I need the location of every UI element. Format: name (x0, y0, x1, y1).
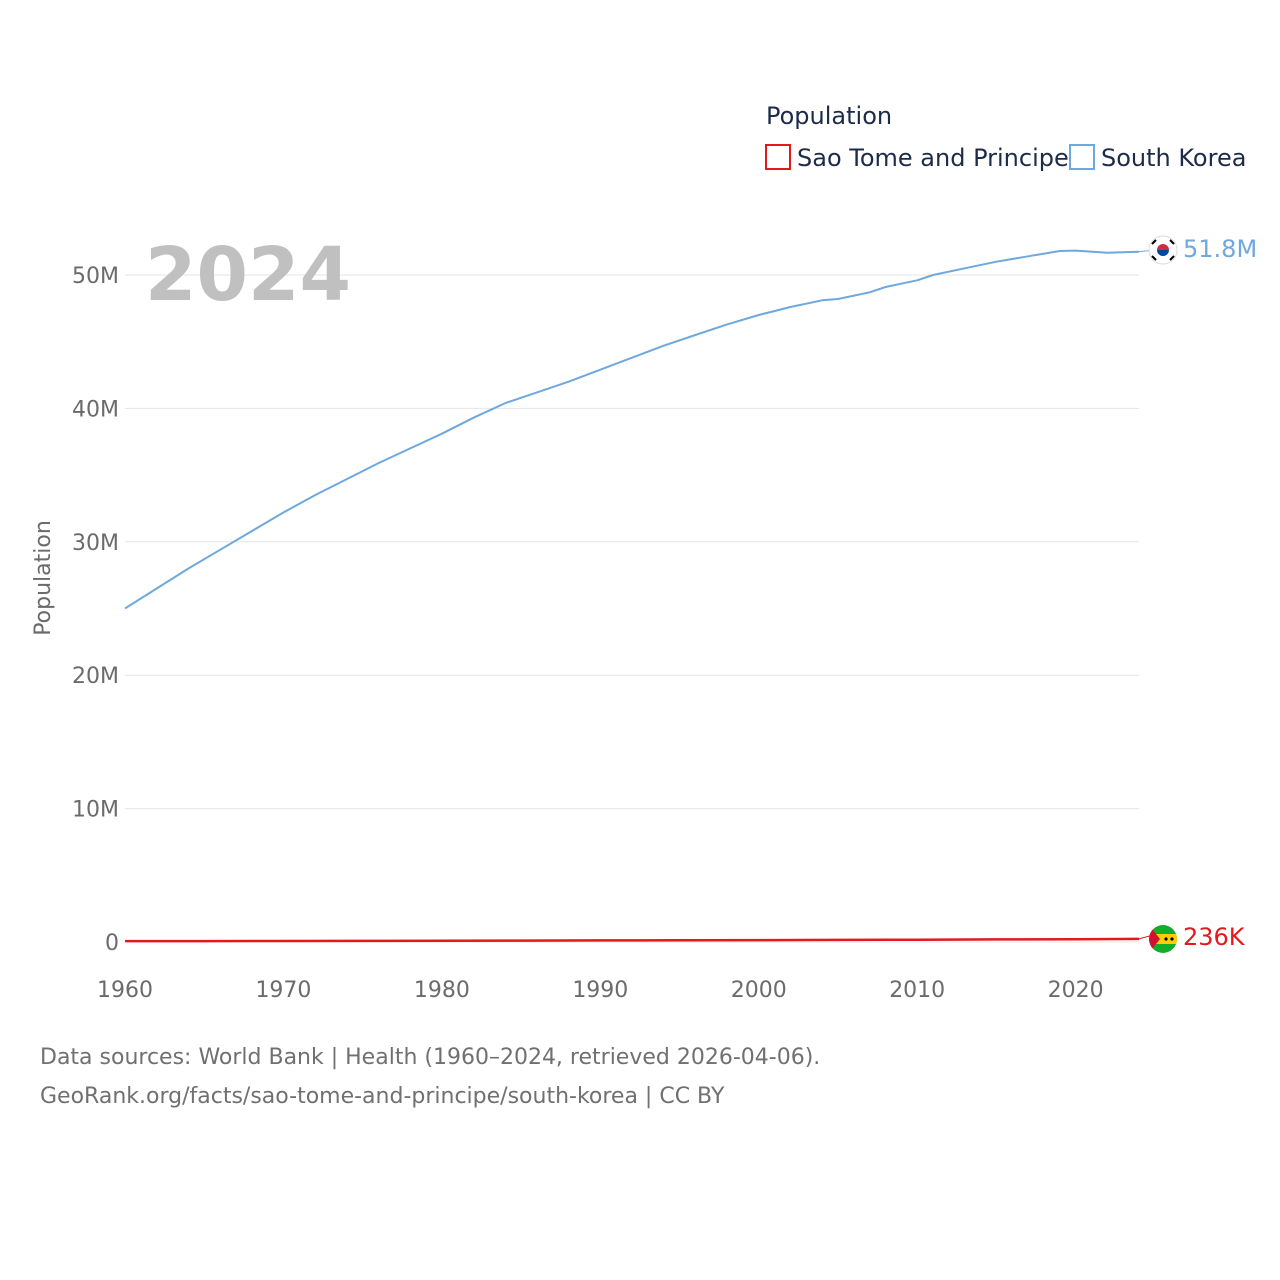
legend-label-sao-tome: Sao Tome and Principe (797, 144, 1069, 172)
legend-item-south-korea[interactable]: South Korea (1069, 144, 1246, 172)
legend-item-sao-tome[interactable]: Sao Tome and Principe (765, 144, 1069, 172)
series-line-south-korea[interactable] (124, 249, 1140, 610)
x-tick-label: 1980 (414, 978, 470, 1003)
y-axis-title: Population (31, 520, 56, 636)
grid (125, 274, 1139, 943)
y-tick-label: 0 (105, 931, 119, 956)
south-korea-flag-icon (1148, 235, 1178, 265)
x-tick-label: 1970 (255, 978, 311, 1003)
sao-tome-flag-icon (1149, 925, 1177, 953)
y-tick-label: 20M (72, 664, 119, 689)
legend[interactable]: Population Sao Tome and Principe South K… (765, 102, 1246, 172)
series-end-connector (1138, 935, 1151, 940)
x-tick-label: 1960 (97, 978, 153, 1003)
legend-swatch-south-korea (1069, 144, 1095, 170)
footer-link[interactable]: GeoRank.org/facts/sao-tome-and-principe/… (40, 1084, 725, 1109)
y-tick-label: 30M (72, 531, 119, 556)
y-tick-label: 50M (72, 264, 119, 289)
footer-source: Data sources: World Bank | Health (1960–… (40, 1045, 821, 1070)
x-axis: 1960 1970 1980 1990 2000 2010 2020 (97, 978, 1104, 1003)
y-axis: 0 10M 20M 30M 40M 50M (72, 264, 119, 956)
end-label-sao-tome: 236K (1183, 923, 1246, 951)
legend-swatch-sao-tome (765, 144, 791, 170)
y-tick-label: 10M (72, 798, 119, 823)
legend-label-south-korea: South Korea (1101, 144, 1246, 172)
y-tick-label: 40M (72, 397, 119, 422)
x-tick-label: 2020 (1048, 978, 1104, 1003)
series-layer (124, 249, 1151, 943)
x-tick-label: 2010 (889, 978, 945, 1003)
legend-title: Population (766, 102, 892, 130)
end-label-south-korea: 51.8M (1183, 235, 1257, 263)
series-line-sao-tome-and-principe[interactable] (125, 937, 1140, 943)
year-label: 2024 (145, 232, 351, 318)
x-tick-label: 1990 (572, 978, 628, 1003)
series-end-connector (1138, 250, 1151, 253)
x-tick-label: 2000 (731, 978, 787, 1003)
